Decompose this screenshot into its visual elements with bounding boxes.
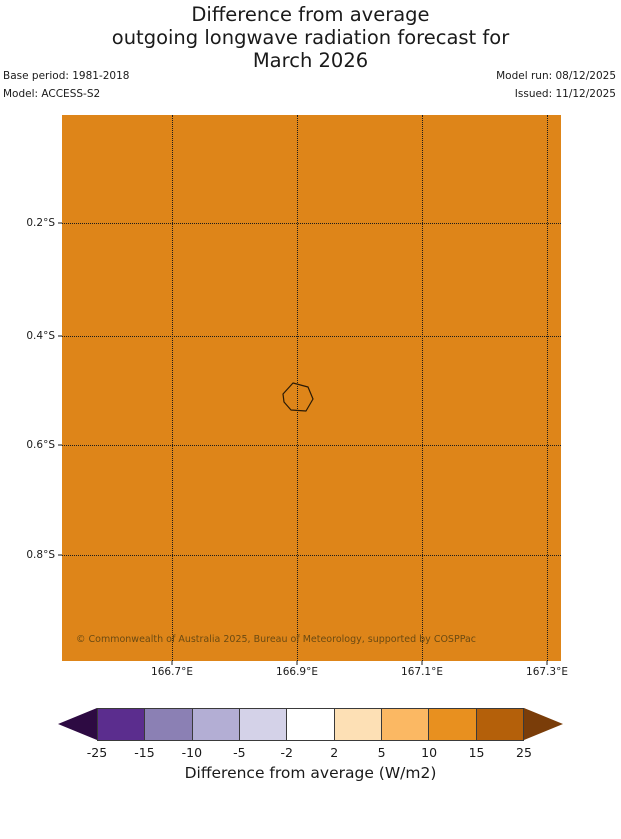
- gridline-vertical: [547, 115, 548, 661]
- colorbar-segment: [192, 708, 240, 741]
- colorbar-tick-label: 25: [516, 745, 532, 760]
- colorbar-strip: [58, 708, 563, 741]
- colorbar-segment: [334, 708, 382, 741]
- xtick-mark: [171, 661, 173, 665]
- ytick-mark: [58, 222, 62, 224]
- forecast-map-plot-area: © Commonwealth of Australia 2025, Bureau…: [62, 115, 561, 661]
- issued-date-label: Issued: 11/12/2025: [514, 88, 616, 100]
- colorbar-legend: -25 -15 -10 -5 -2 2 5 10 15 25 Difference from av…: [0, 700, 621, 839]
- gridline-horizontal: [62, 555, 561, 556]
- colorbar-segment: [381, 708, 430, 741]
- colorbar-tick-label: -5: [233, 745, 246, 760]
- colorbar-segment: [239, 708, 288, 741]
- gridline-vertical: [297, 115, 298, 661]
- xtick-label: 167.1°E: [401, 666, 443, 678]
- xtick-label: 167.3°E: [526, 666, 568, 678]
- colorbar-under-arrow-icon: [58, 708, 97, 740]
- gridline-horizontal: [62, 336, 561, 337]
- ytick-mark: [58, 444, 62, 446]
- ytick-label: 0.6°S: [26, 439, 55, 451]
- base-period-label: Base period: 1981-2018: [3, 70, 130, 82]
- page-title: Difference from average outgoing longwav…: [111, 3, 510, 72]
- map-copyright-text: © Commonwealth of Australia 2025, Bureau…: [76, 634, 477, 645]
- colorbar-tick-label: 2: [330, 745, 339, 760]
- colorbar-segment: [287, 708, 335, 741]
- colorbar-tick-label: -10: [181, 745, 203, 760]
- ytick-mark: [58, 335, 62, 337]
- colorbar-tick-label: -15: [134, 745, 155, 760]
- colorbar-tick-label: -2: [280, 745, 293, 760]
- colorbar-segment: [145, 708, 193, 741]
- ytick-mark: [58, 554, 62, 556]
- model-label: Model: ACCESS-S2: [3, 88, 101, 100]
- colorbar-tick-label: 10: [421, 745, 438, 760]
- ytick-label: 0.2°S: [26, 217, 55, 229]
- colorbar-tick-label: -25: [86, 745, 108, 760]
- colorbar-tick-label: 15: [468, 745, 485, 760]
- ytick-label: 0.4°S: [26, 330, 55, 342]
- colorbar-segment: [97, 708, 146, 741]
- xtick-mark: [296, 661, 298, 665]
- island-coastline-icon: [282, 382, 314, 412]
- xtick-mark: [421, 661, 423, 665]
- ytick-label: 0.8°S: [26, 549, 55, 561]
- colorbar-tick-label: 5: [377, 745, 386, 760]
- colorbar-swatch-row: [97, 708, 524, 741]
- gridline-horizontal: [62, 445, 561, 446]
- gridline-horizontal: [62, 223, 561, 224]
- colorbar-segment: [476, 708, 524, 741]
- xtick-label: 166.7°E: [151, 666, 193, 678]
- gridline-vertical: [422, 115, 423, 661]
- colorbar-segment: [429, 708, 477, 741]
- gridline-vertical: [172, 115, 173, 661]
- model-run-label: Model run: 08/12/2025: [496, 70, 616, 82]
- header-block: Difference from average outgoing longwav…: [0, 0, 621, 112]
- colorbar-over-arrow-icon: [524, 708, 563, 740]
- colorbar-axis-title: Difference from average (W/m2): [184, 764, 437, 782]
- xtick-mark: [546, 661, 548, 665]
- xtick-label: 166.9°E: [276, 666, 318, 678]
